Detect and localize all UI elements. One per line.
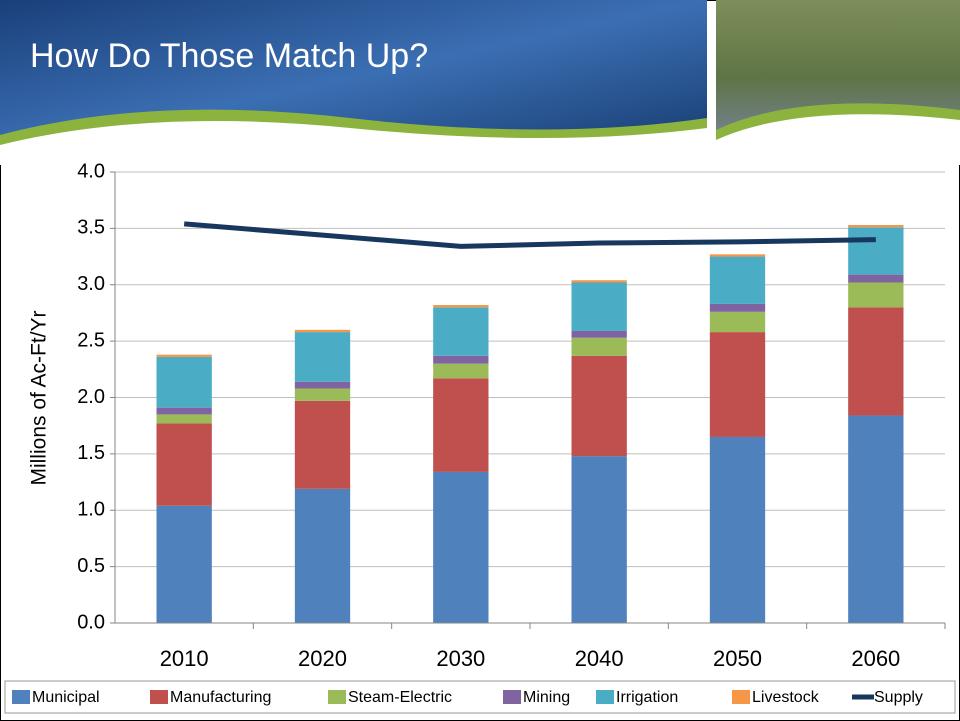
bar-segment: [709, 256, 766, 304]
header-wave: [0, 120, 707, 165]
bar-segment: [433, 307, 489, 356]
bar-segment: [709, 254, 766, 257]
y-tick-label: 2.5: [77, 329, 105, 351]
bar-segment: [294, 488, 351, 623]
header-wave: [716, 114, 960, 165]
x-tick-label: 2030: [436, 646, 485, 671]
bar-segment: [156, 505, 212, 623]
legend-label: Steam-Electric: [348, 689, 452, 706]
bar-segment: [571, 330, 627, 338]
y-axis-label: Millions of Ac-Ft/Yr: [28, 310, 51, 485]
legend-swatch: [328, 690, 346, 704]
bar-segment: [156, 407, 212, 415]
bar-segment: [848, 415, 904, 623]
bar-segment: [433, 363, 489, 379]
y-tick-label: 4.0: [77, 160, 105, 182]
bar-segment: [433, 305, 489, 308]
y-tick-label: 0.0: [77, 611, 105, 633]
bar-segment: [294, 381, 351, 389]
legend-swatch: [596, 690, 614, 704]
bar-segment: [294, 388, 351, 401]
bar-segment: [848, 224, 904, 228]
bar-segment: [156, 414, 212, 424]
bar-segment: [848, 282, 904, 308]
x-tick-label: 2040: [575, 646, 624, 671]
bar-segment: [709, 332, 766, 437]
bar-segment: [571, 456, 627, 623]
bar-segment: [433, 355, 489, 364]
supply-line: [183, 221, 876, 249]
x-tick-label: 2050: [713, 646, 762, 671]
legend-label: Mining: [523, 689, 570, 706]
y-tick-label: 1.0: [77, 499, 105, 521]
bar-segment: [709, 436, 766, 623]
legend-swatch: [12, 690, 30, 704]
y-tick-label: 0.5: [77, 555, 105, 577]
legend-label: Municipal: [32, 689, 100, 706]
slide-title: How Do Those Match Up?: [30, 37, 428, 75]
y-tick-label: 3.5: [77, 217, 105, 239]
y-tick-label: 1.5: [77, 442, 105, 464]
bar-segment: [848, 307, 904, 416]
bar-segment: [433, 471, 489, 623]
legend-label: Irrigation: [616, 689, 678, 706]
bar-segment: [709, 311, 766, 333]
legend-label: Manufacturing: [170, 689, 271, 706]
y-tick-label: 2.0: [77, 386, 105, 408]
bar-segment: [433, 378, 489, 472]
bar-segment: [294, 329, 351, 333]
legend-swatch: [150, 690, 168, 704]
bar-segment: [156, 354, 212, 357]
bar-segment: [848, 274, 904, 283]
legend-label: Livestock: [752, 689, 820, 706]
bar-segment: [709, 303, 766, 312]
x-tick-label: 2060: [851, 646, 900, 671]
bar-segment: [571, 337, 627, 356]
bar-segment: [156, 356, 212, 408]
bar-segment: [294, 400, 351, 489]
y-tick-label: 3.0: [77, 273, 105, 295]
bar-segment: [848, 227, 904, 275]
x-tick-label: 2020: [298, 646, 347, 671]
bar-segment: [156, 423, 212, 506]
x-tick-label: 2010: [160, 646, 209, 671]
legend-swatch: [503, 690, 521, 704]
bar-segment: [294, 332, 351, 382]
legend-label: Supply: [874, 689, 923, 706]
bar-segment: [571, 280, 627, 283]
legend-swatch: [732, 690, 750, 704]
bar-segment: [571, 282, 627, 331]
bar-segment: [571, 355, 627, 457]
